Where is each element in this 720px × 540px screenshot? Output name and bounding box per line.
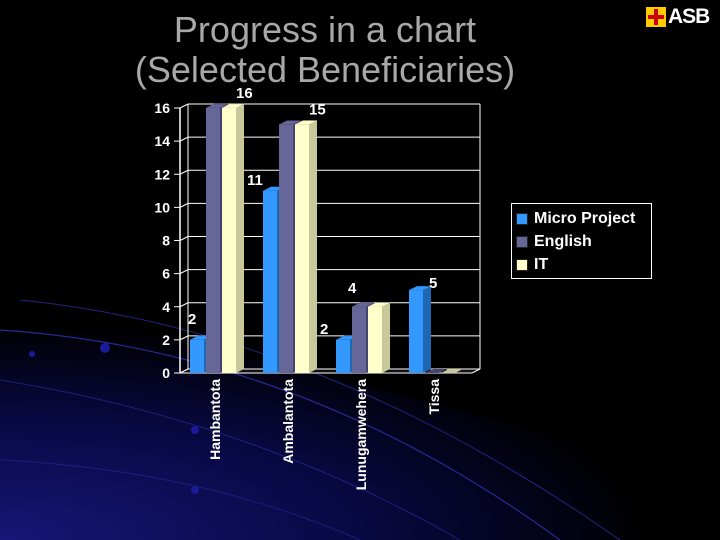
y-tick-label: 16 bbox=[154, 100, 170, 116]
bar-english bbox=[425, 369, 447, 373]
bar-front bbox=[263, 190, 277, 373]
legend-label: English bbox=[534, 232, 592, 250]
bar-front bbox=[352, 306, 366, 373]
bar-it bbox=[367, 302, 391, 373]
legend-item-english: English bbox=[516, 230, 647, 253]
legend-swatch bbox=[516, 235, 528, 248]
bar-it bbox=[221, 103, 245, 373]
bar-front bbox=[279, 124, 293, 373]
legend-label: Micro Project bbox=[534, 209, 636, 227]
y-tick-label: 4 bbox=[162, 299, 170, 315]
gridline-depth bbox=[179, 335, 189, 341]
data-label: 11 bbox=[247, 172, 263, 189]
bar-front bbox=[190, 339, 204, 373]
gridline-depth bbox=[179, 302, 189, 308]
y-tick-label: 2 bbox=[162, 332, 170, 348]
title-line-2: (Selected Beneficiaries) bbox=[134, 49, 516, 90]
gridline-depth bbox=[179, 136, 189, 142]
legend-swatch bbox=[516, 212, 528, 225]
bar-it bbox=[294, 120, 318, 373]
bar-side bbox=[382, 302, 390, 373]
data-label: 16 bbox=[236, 85, 253, 102]
y-tick-label: 6 bbox=[162, 266, 170, 282]
y-tick-label: 12 bbox=[154, 166, 170, 182]
bar-it bbox=[441, 369, 463, 373]
data-label: 2 bbox=[188, 311, 196, 328]
logo-mark-icon bbox=[646, 7, 666, 27]
gridline-depth bbox=[179, 103, 189, 109]
data-label: 15 bbox=[309, 102, 326, 119]
bar-front bbox=[295, 124, 309, 373]
x-category-label: Lunugamwehera bbox=[353, 379, 369, 490]
data-label: 2 bbox=[320, 321, 328, 338]
data-label: 5 bbox=[429, 275, 437, 292]
data-label: 4 bbox=[348, 280, 357, 297]
y-tick-label: 14 bbox=[154, 133, 170, 149]
title-line-1: Progress in a chart bbox=[173, 9, 477, 50]
gridline-depth bbox=[179, 269, 189, 275]
gridline-depth bbox=[179, 236, 189, 241]
legend-item-it: IT bbox=[516, 253, 647, 276]
gridline-depth bbox=[179, 202, 189, 208]
bar-side bbox=[423, 286, 431, 373]
bar-front bbox=[368, 306, 382, 373]
x-category-label: Hambantota bbox=[207, 379, 223, 460]
legend-swatch bbox=[516, 258, 528, 271]
bar-front bbox=[222, 108, 236, 373]
y-tick-label: 8 bbox=[162, 233, 170, 249]
bar-micro-project bbox=[408, 285, 432, 373]
bar-front bbox=[206, 108, 220, 373]
bar-front bbox=[336, 339, 350, 373]
bar-side bbox=[236, 104, 244, 373]
x-category-label: Tissa bbox=[426, 379, 442, 415]
slide-title: Progress in a chart (Selected Beneficiar… bbox=[0, 10, 650, 90]
legend-label: IT bbox=[534, 255, 549, 273]
y-tick-label: 10 bbox=[154, 199, 170, 215]
x-category-label: Ambalantota bbox=[280, 379, 296, 464]
gridline-depth bbox=[179, 169, 189, 175]
legend-item-micro-project: Micro Project bbox=[516, 207, 647, 230]
bar-front bbox=[409, 290, 423, 373]
logo-text: ASB bbox=[668, 5, 710, 28]
y-tick-label: 0 bbox=[162, 365, 170, 381]
asb-logo: ASB bbox=[646, 5, 716, 28]
bar-side bbox=[309, 120, 317, 373]
chart-legend: Micro Project English IT bbox=[511, 203, 652, 279]
